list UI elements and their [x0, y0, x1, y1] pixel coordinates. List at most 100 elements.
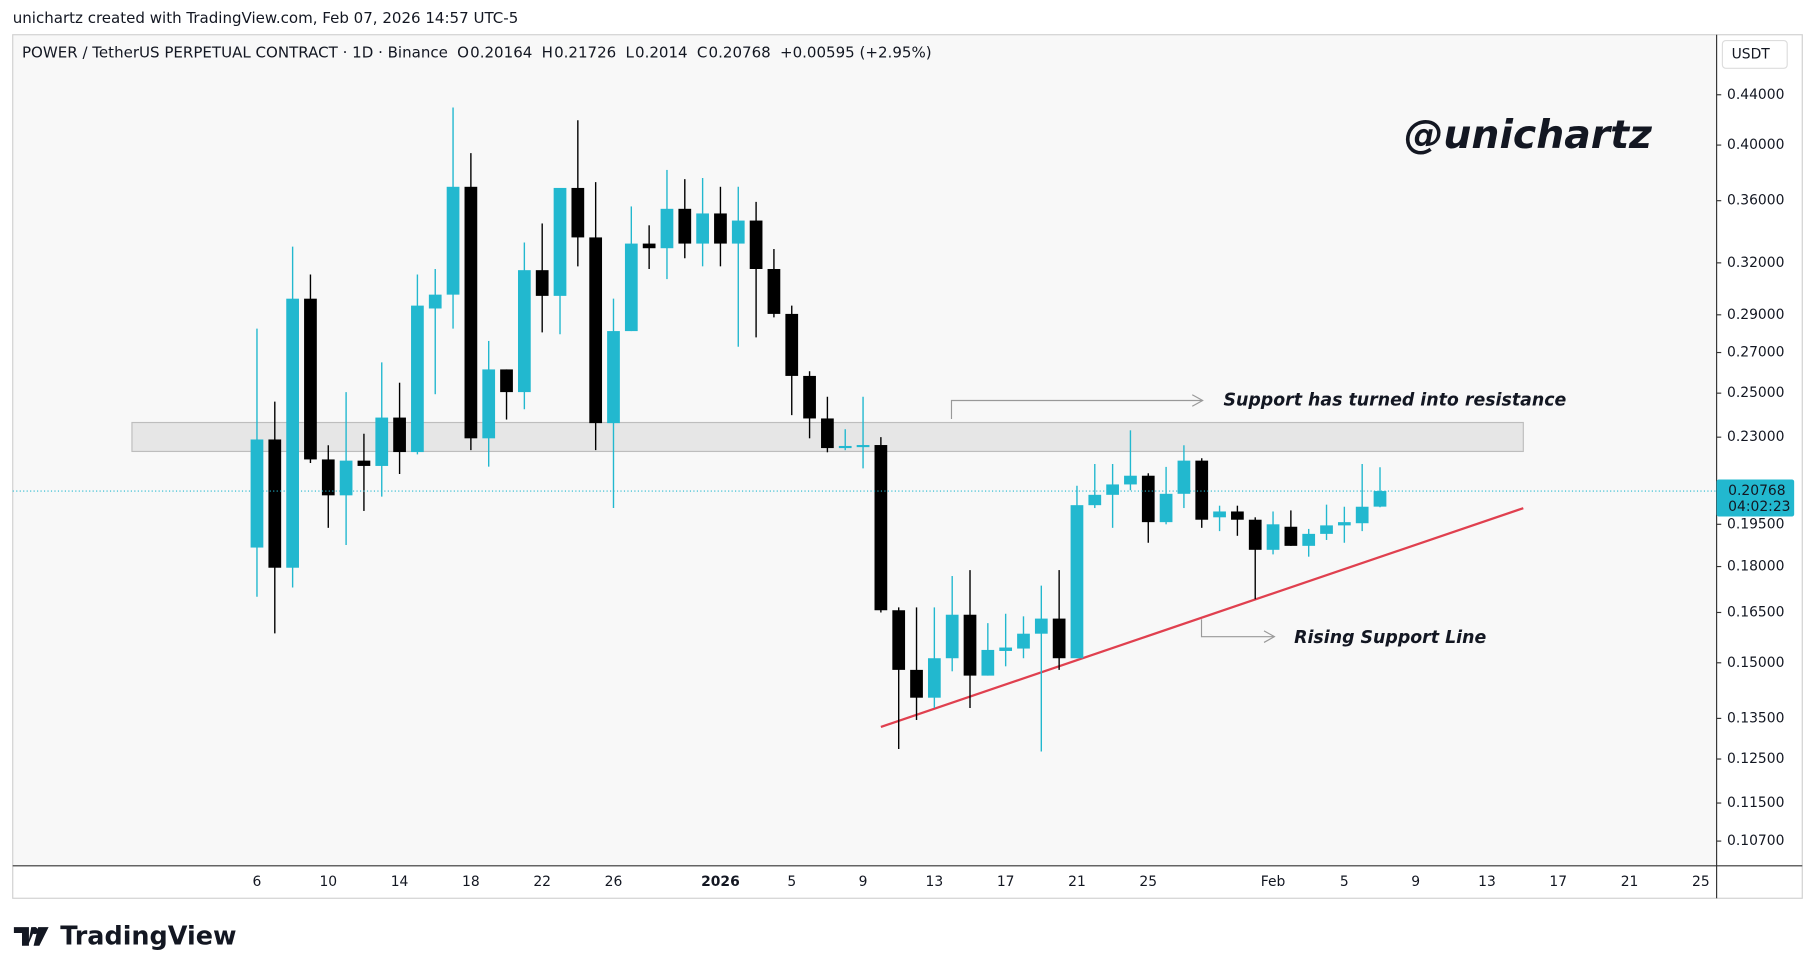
candle-body: [803, 375, 816, 419]
legend-text: H: [542, 44, 553, 62]
candle-body: [517, 270, 531, 393]
candle-body: [1302, 533, 1316, 546]
candle-body: [428, 294, 442, 309]
x-tick-label: 18: [462, 874, 480, 890]
currency: USDT: [1732, 46, 1771, 62]
footer-logo: [13, 927, 49, 946]
y-tick-label: 0.11500: [1727, 795, 1784, 811]
y-tick-label: 0.12500: [1727, 751, 1784, 767]
candle-body: [357, 460, 371, 466]
candle-body: [393, 417, 406, 453]
y-tick-label: 0.27000: [1727, 345, 1784, 361]
candles: [250, 107, 1387, 752]
x-tick-label: 13: [926, 874, 944, 890]
candle-body: [482, 369, 496, 439]
x-tick-label: 25: [1692, 874, 1710, 890]
x-tick-label: 25: [1139, 874, 1157, 890]
candle-body: [642, 243, 656, 249]
candle-body: [1159, 493, 1173, 523]
candle-body: [304, 298, 317, 460]
candle-body: [1052, 618, 1066, 659]
legend: POWER / TetherUS PERPETUAL CONTRACT · 1D…: [22, 44, 932, 62]
price-tag-countdown: 04:02:23: [1728, 499, 1790, 515]
legend-text: 0.20768: [709, 44, 771, 62]
y-tick-label: 0.18000: [1727, 559, 1784, 575]
candle-body: [660, 208, 674, 249]
candle-body: [892, 610, 906, 670]
candle-body: [945, 614, 959, 659]
x-tick-label: 17: [1549, 874, 1567, 890]
candle-body: [910, 669, 923, 698]
candle-body: [589, 237, 603, 424]
candle-body: [411, 305, 424, 453]
candle-body: [731, 220, 745, 244]
x-tick-label: 22: [533, 874, 551, 890]
candle-body: [1231, 511, 1244, 520]
candle-body: [1284, 526, 1298, 546]
candle-body: [696, 213, 709, 244]
candle-body: [375, 417, 389, 466]
candle-body: [464, 186, 478, 439]
legend-text: +0.00595 (+2.95%): [780, 44, 932, 62]
x-tick-label: 2026: [701, 874, 740, 890]
y-tick-label: 0.32000: [1727, 255, 1784, 271]
candle-body: [446, 186, 460, 295]
candle-body: [1195, 460, 1209, 520]
candle-body: [714, 213, 727, 244]
x-tick-label: 10: [319, 874, 337, 890]
arrow-head: [1191, 394, 1204, 407]
candle-body: [321, 459, 335, 496]
candle-body: [553, 187, 567, 296]
candle-body: [1017, 633, 1030, 649]
candle-body: [1070, 505, 1084, 659]
candle-body: [767, 268, 781, 314]
legend-text: 0.2014: [635, 44, 688, 62]
currency-box[interactable]: [1721, 39, 1788, 69]
annotation: Rising Support Line: [1294, 628, 1486, 648]
candle-body: [874, 445, 888, 611]
x-tick-label: 9: [859, 874, 868, 890]
candle-body: [821, 418, 834, 449]
y-tick-label: 0.13500: [1727, 710, 1784, 726]
x-tick-label: Feb: [1261, 874, 1286, 890]
candle-body: [535, 270, 549, 296]
y-tick-label: 0.44000: [1727, 87, 1784, 103]
arrow: [1200, 619, 1274, 638]
candle-body: [838, 445, 852, 449]
candle-body: [927, 658, 941, 698]
candle-body: [339, 460, 353, 496]
x-tick-label: 26: [605, 874, 623, 890]
candle-body: [1088, 494, 1102, 506]
candle-body: [1248, 519, 1262, 550]
arrow-head: [1263, 630, 1276, 643]
candle-body: [749, 220, 763, 269]
legend-text: 0.21726: [554, 44, 616, 62]
watermark: @unichartz: [1404, 112, 1653, 158]
candle-body: [624, 243, 638, 332]
legend-text: 0.20164: [470, 44, 532, 62]
candle-body: [1373, 491, 1387, 507]
candle-body: [1177, 460, 1191, 494]
author-line: unichartz created with TradingView.com, …: [13, 9, 519, 27]
y-tick-label: 0.25000: [1727, 385, 1784, 401]
logo-mark: [13, 927, 49, 946]
candle-body: [607, 331, 620, 424]
candle-body: [286, 298, 299, 568]
candle-body: [678, 208, 692, 244]
annotation: Support has turned into resistance: [1224, 391, 1567, 411]
candle-body: [1337, 522, 1351, 526]
candle-body: [268, 439, 282, 568]
x-tick-label: 5: [1340, 874, 1349, 890]
y-tick-label: 0.15000: [1727, 655, 1784, 671]
candle-body: [1213, 511, 1226, 518]
candle-body: [963, 614, 977, 676]
legend-text: C: [697, 44, 707, 62]
y-tick-label: 0.23000: [1727, 429, 1784, 445]
x-tick-label: 21: [1068, 874, 1086, 890]
legend-text: POWER / TetherUS PERPETUAL CONTRACT · 1D…: [22, 44, 448, 62]
trend-line: [880, 507, 1524, 729]
logo-dot: [31, 927, 39, 935]
candle-body: [1034, 618, 1048, 634]
